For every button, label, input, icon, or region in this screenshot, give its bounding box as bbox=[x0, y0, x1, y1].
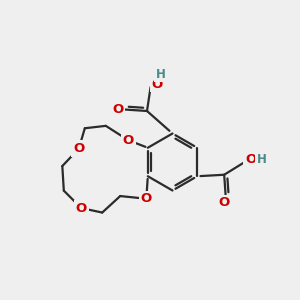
Text: O: O bbox=[152, 77, 163, 91]
Text: H: H bbox=[256, 153, 266, 166]
Text: O: O bbox=[112, 103, 124, 116]
Text: O: O bbox=[123, 134, 134, 147]
Text: O: O bbox=[141, 192, 152, 205]
Text: O: O bbox=[245, 153, 256, 166]
Text: O: O bbox=[73, 142, 84, 155]
Text: O: O bbox=[219, 196, 230, 209]
Text: O: O bbox=[76, 202, 87, 214]
Text: H: H bbox=[156, 68, 166, 81]
